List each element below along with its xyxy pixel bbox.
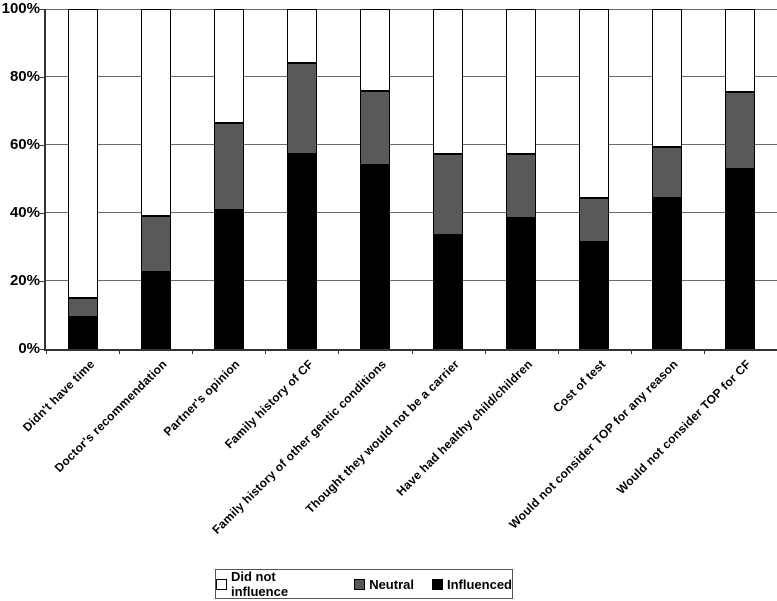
gridline-100 xyxy=(46,9,777,10)
bar-segment-influenced xyxy=(433,235,463,349)
y-axis-tick xyxy=(38,281,44,282)
x-axis-tick xyxy=(265,349,266,354)
bar-segment-influenced xyxy=(287,154,317,349)
y-tick-label: 0% xyxy=(18,340,40,357)
bar-segment-influenced xyxy=(725,169,755,349)
y-tick-label: 20% xyxy=(9,272,40,289)
gridline-20 xyxy=(46,280,777,281)
legend-label: Influenced xyxy=(446,576,512,592)
x-axis-tick xyxy=(46,349,47,354)
bar-segment-did-not-influence xyxy=(214,9,244,123)
legend-item-neutral: Neutral xyxy=(354,577,414,592)
bar-segment-did-not-influence xyxy=(141,9,171,216)
legend-swatch xyxy=(354,578,366,590)
bar-segment-neutral xyxy=(579,198,609,242)
x-axis-tick xyxy=(704,349,705,354)
bar-segment-influenced xyxy=(360,165,390,349)
gridline-60 xyxy=(46,144,777,145)
bar-segment-neutral xyxy=(652,147,682,198)
gridline-80 xyxy=(46,76,777,77)
x-axis-tick xyxy=(558,349,559,354)
bar-segment-did-not-influence xyxy=(360,9,390,91)
y-tick-label: 60% xyxy=(9,136,40,153)
x-axis-tick xyxy=(192,349,193,354)
y-tick-label: 100% xyxy=(1,0,40,17)
x-category-label: Didn't have time xyxy=(19,357,97,435)
plot-area xyxy=(44,9,777,354)
bar-segment-did-not-influence xyxy=(287,9,317,63)
x-category-label: Cost of test xyxy=(549,357,608,416)
x-axis-tick xyxy=(485,349,486,354)
y-axis-tick xyxy=(38,145,44,146)
bar-segment-neutral xyxy=(287,63,317,154)
bar-segment-did-not-influence xyxy=(725,9,755,92)
bar-segment-influenced xyxy=(652,198,682,349)
bar-segment-influenced xyxy=(141,272,171,349)
x-category-label: Have had healthy child/children xyxy=(393,357,535,499)
bar-segment-neutral xyxy=(725,92,755,169)
bar-segment-did-not-influence xyxy=(68,9,98,298)
gridline-40 xyxy=(46,212,777,213)
legend-label: Did not influence xyxy=(230,569,289,599)
x-category-label: Partner's opinion xyxy=(161,357,243,439)
x-axis-tick xyxy=(119,349,120,354)
x-axis-tick xyxy=(631,349,632,354)
x-category-label: Thought they would not be a carrier xyxy=(302,357,462,517)
bar-segment-did-not-influence xyxy=(652,9,682,147)
bar-segment-influenced xyxy=(214,210,244,349)
legend-item-influenced: Influenced xyxy=(431,576,512,592)
bar-segment-neutral xyxy=(141,216,171,272)
x-category-label: Would not consider TOP for CF xyxy=(614,357,754,497)
legend-swatch xyxy=(431,578,443,590)
bar-segment-neutral xyxy=(68,298,98,317)
y-axis-tick xyxy=(38,9,44,10)
bar-segment-did-not-influence xyxy=(506,9,536,154)
y-axis-tick xyxy=(38,213,44,214)
bar-segment-did-not-influence xyxy=(579,9,609,198)
bar-segment-did-not-influence xyxy=(433,9,463,154)
legend: Did not influence Neutral Influenced xyxy=(215,569,513,599)
bar-segment-influenced xyxy=(506,218,536,349)
legend-swatch xyxy=(216,578,227,590)
bar-segment-neutral xyxy=(433,154,463,235)
bar-segment-influenced xyxy=(579,242,609,349)
bar-segment-neutral xyxy=(360,91,390,165)
bar-segment-neutral xyxy=(214,123,244,210)
y-axis-tick xyxy=(38,77,44,78)
bar-segment-influenced xyxy=(68,317,98,349)
legend-label: Neutral xyxy=(369,576,414,592)
y-axis-tick xyxy=(38,349,44,350)
y-tick-label: 80% xyxy=(9,68,40,85)
x-axis-tick xyxy=(338,349,339,354)
legend-item-did-not-influence: Did not influence xyxy=(216,569,336,599)
bar-segment-neutral xyxy=(506,154,536,218)
y-tick-label: 40% xyxy=(9,204,40,221)
x-axis-tick xyxy=(412,349,413,354)
